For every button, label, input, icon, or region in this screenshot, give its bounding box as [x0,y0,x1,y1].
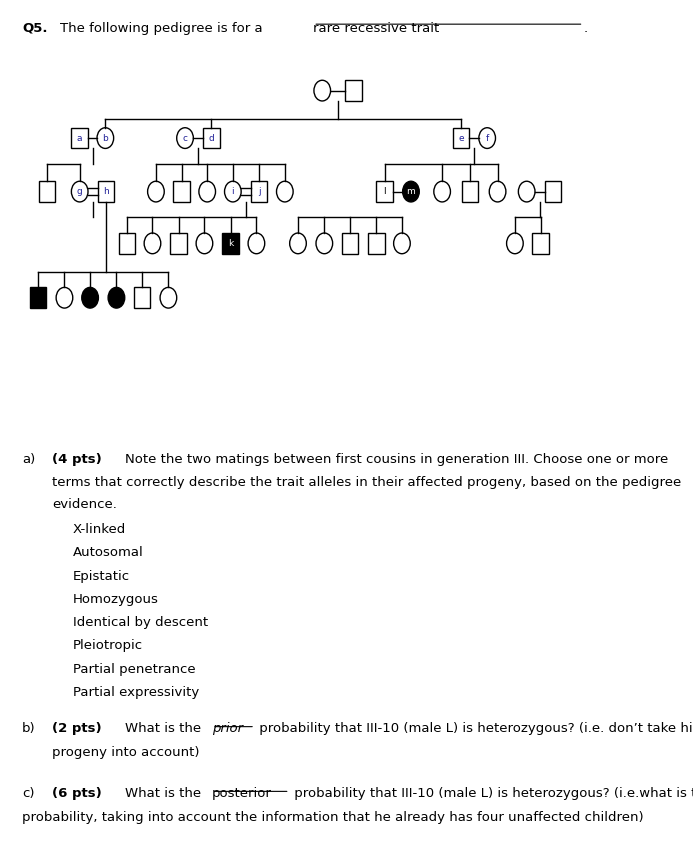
Text: evidence.: evidence. [52,498,117,511]
Text: m: m [407,187,415,196]
Text: Partial expressivity: Partial expressivity [73,686,199,699]
Text: b): b) [22,722,36,735]
Text: (4 pts): (4 pts) [52,453,102,466]
Bar [222,233,239,254]
Bar [173,181,190,202]
Text: probability that III-10 (male L) is heterozygous? (i.e.what is the: probability that III-10 (male L) is hete… [290,787,693,800]
Bar [98,181,114,202]
Bar [30,287,46,308]
Bar [170,233,187,254]
Bar [345,80,362,101]
Bar [203,128,220,148]
Text: h: h [103,187,109,196]
Text: probability, taking into account the information that he already has four unaffe: probability, taking into account the inf… [22,811,644,824]
Text: Homozygous: Homozygous [73,593,159,606]
Text: What is the: What is the [125,722,205,735]
Circle shape [403,181,419,202]
Text: f: f [486,134,489,142]
Text: Identical by descent: Identical by descent [73,616,208,629]
Text: b: b [103,134,108,142]
Text: e: e [458,134,464,142]
Text: c): c) [22,787,35,800]
Text: Note the two matings between first cousins in generation III. Choose one or more: Note the two matings between first cousi… [125,453,668,466]
Text: progeny into account): progeny into account) [52,746,200,759]
Bar [342,233,358,254]
Text: rare recessive trait: rare recessive trait [313,22,439,35]
Bar [39,181,55,202]
Text: Autosomal: Autosomal [73,546,143,559]
Text: posterior: posterior [212,787,272,800]
Text: (2 pts): (2 pts) [52,722,102,735]
Text: .: . [584,22,588,35]
Text: (6 pts): (6 pts) [52,787,102,800]
Text: g: g [77,187,82,196]
Text: What is the: What is the [125,787,205,800]
Text: probability that III-10 (male L) is heterozygous? (i.e. don’t take his: probability that III-10 (male L) is hete… [255,722,693,735]
Text: Pleiotropic: Pleiotropic [73,639,143,652]
Text: a: a [77,134,82,142]
Text: a): a) [22,453,35,466]
Bar [376,181,393,202]
Text: i: i [231,187,234,196]
Text: l: l [383,187,386,196]
Bar [462,181,478,202]
Text: X-linked: X-linked [73,523,126,536]
Text: d: d [209,134,214,142]
Text: k: k [228,239,234,248]
Bar [71,128,88,148]
Text: c: c [182,134,188,142]
Circle shape [108,287,125,308]
Bar [532,233,549,254]
Bar [251,181,267,202]
Bar [545,181,561,202]
Text: j: j [258,187,261,196]
Text: Partial penetrance: Partial penetrance [73,663,195,676]
Bar [119,233,135,254]
Text: terms that correctly describe the trait alleles in their affected progeny, based: terms that correctly describe the trait … [52,476,681,488]
Bar [453,128,469,148]
Bar [368,233,385,254]
Bar [134,287,150,308]
Circle shape [82,287,98,308]
Text: Epistatic: Epistatic [73,570,130,583]
Text: Q5.: Q5. [22,22,48,35]
Text: prior: prior [212,722,243,735]
Text: The following pedigree is for a: The following pedigree is for a [60,22,267,35]
